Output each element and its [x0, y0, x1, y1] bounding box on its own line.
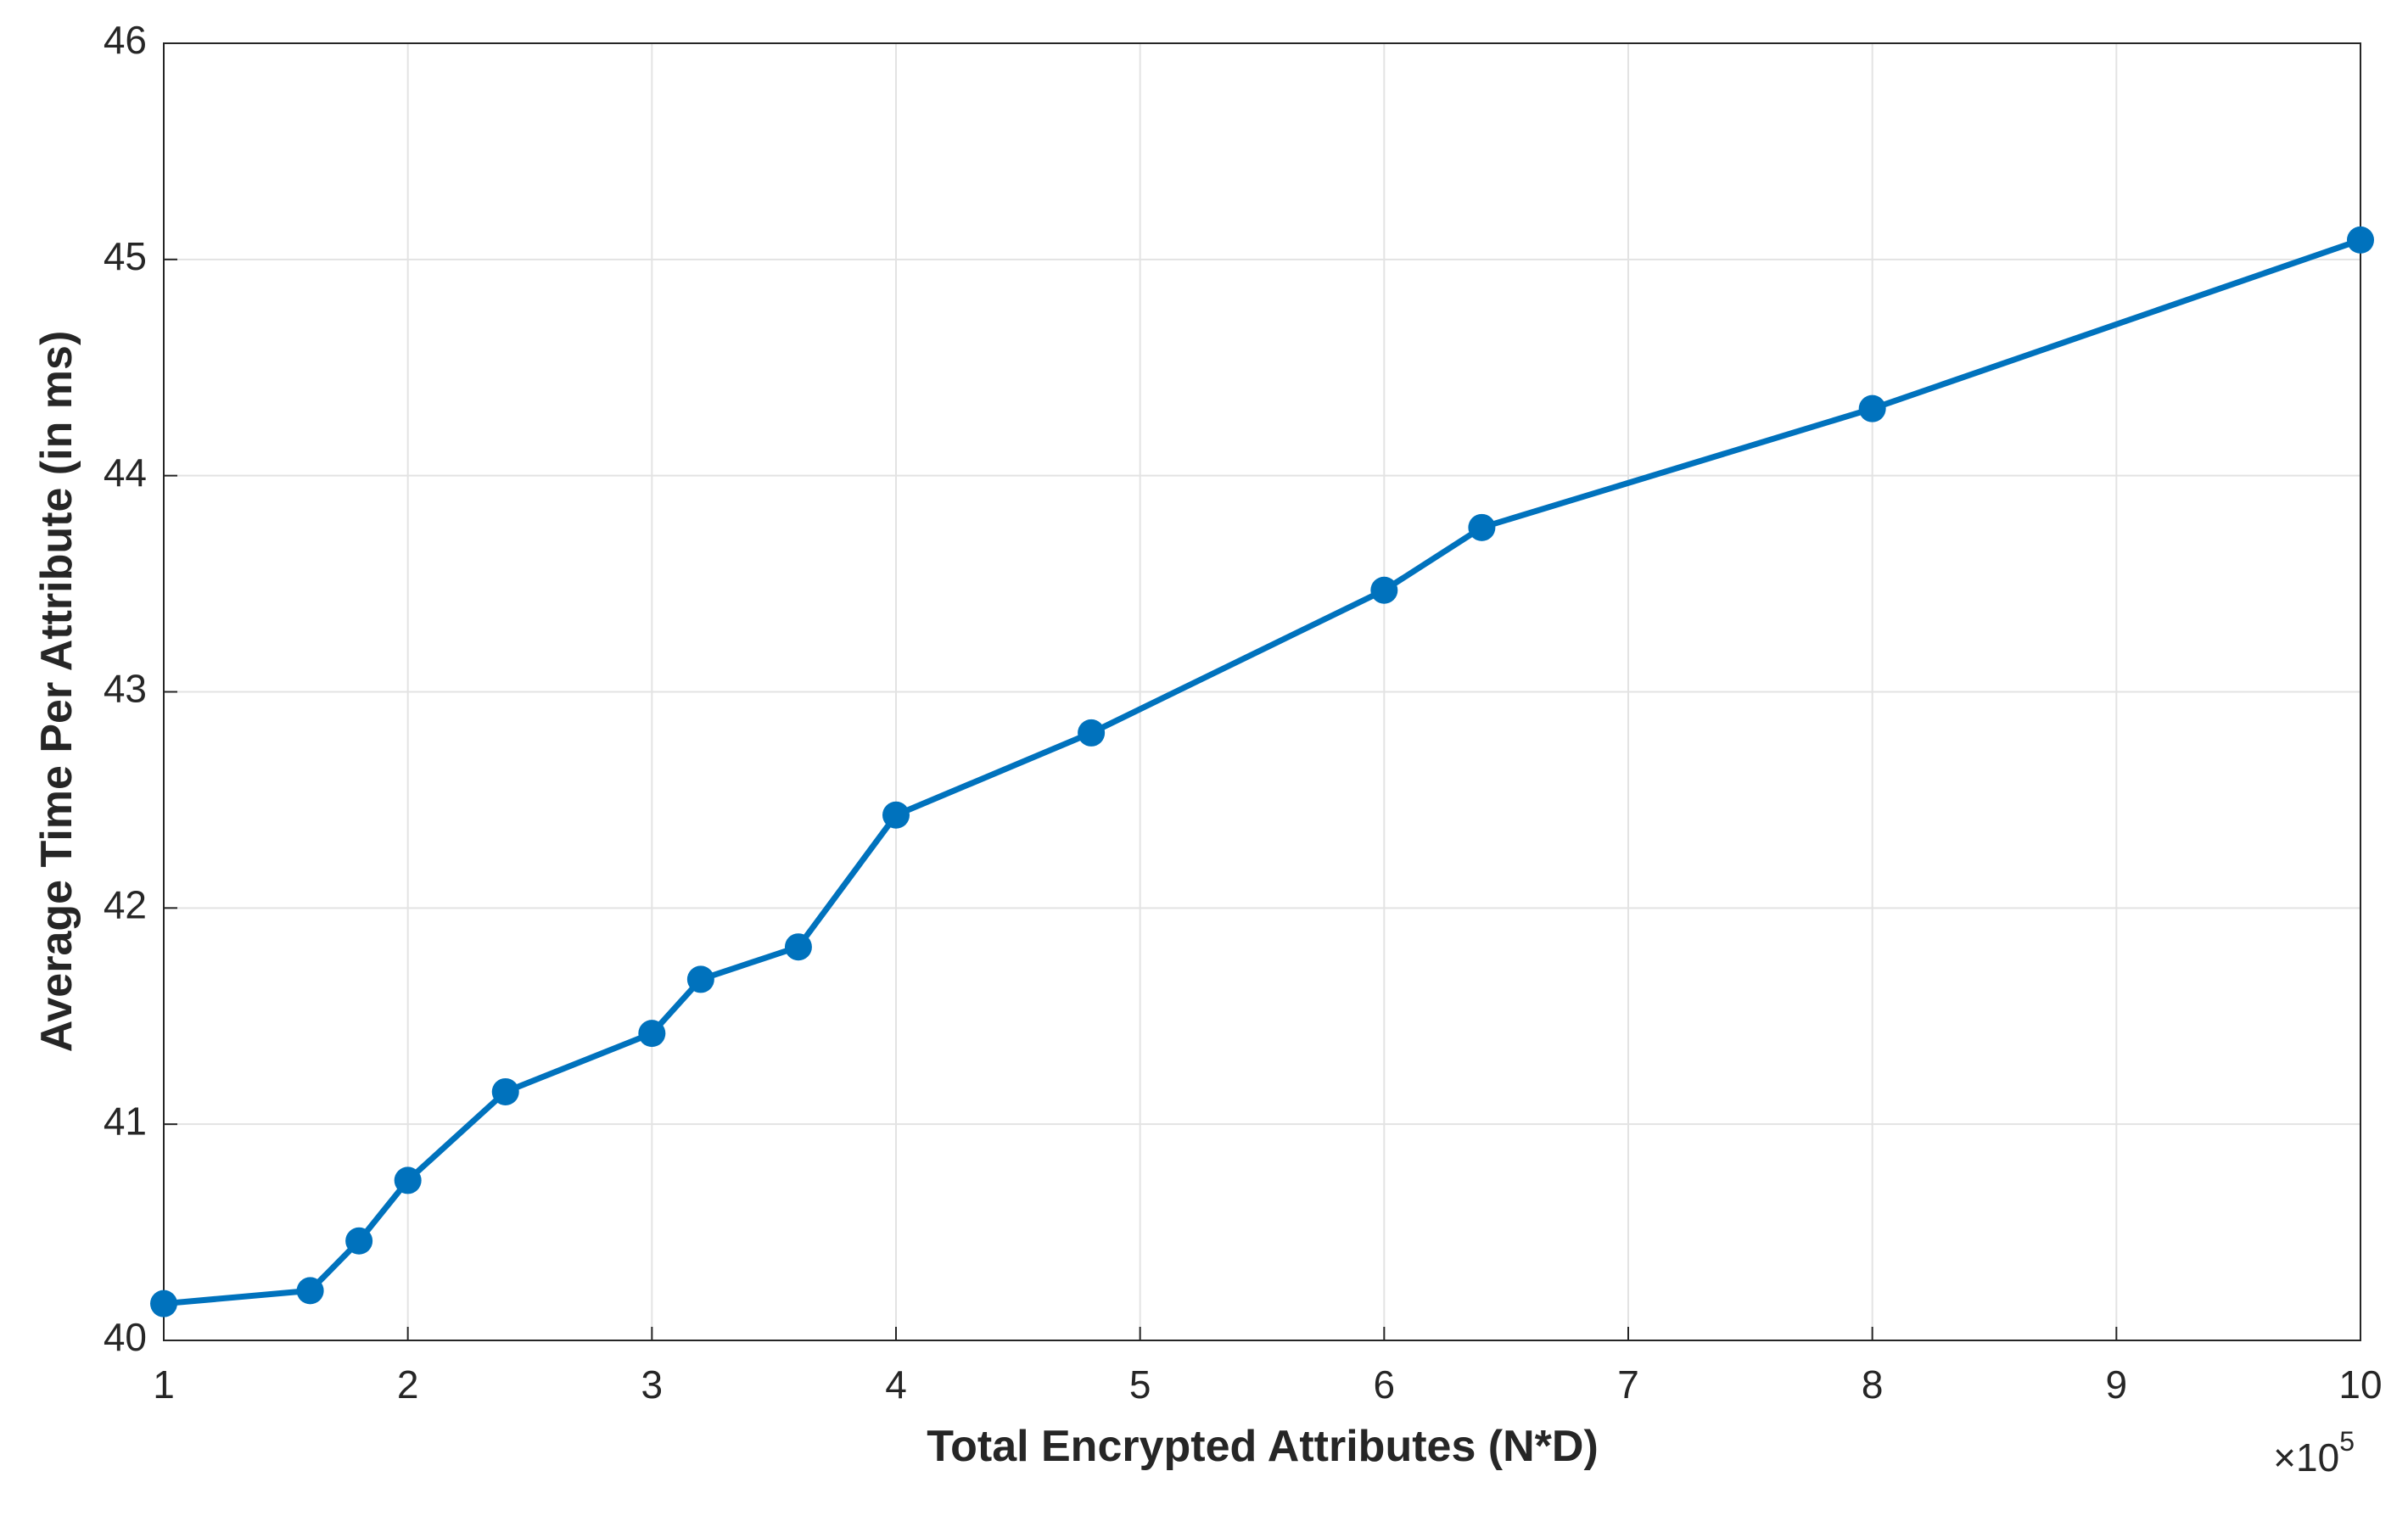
y-tick-label: 42 [104, 882, 147, 926]
plot-frame [163, 42, 2361, 1341]
x-tick-label: 8 [1862, 1362, 1884, 1407]
y-tick-label: 44 [104, 450, 147, 495]
data-point [2347, 226, 2374, 254]
x-tick-label: 10 [2338, 1362, 2382, 1407]
x-tick-label: 2 [397, 1362, 419, 1407]
data-point [345, 1227, 373, 1255]
data-point [882, 801, 910, 829]
y-axis-label: Average Time Per Attribute (in ms) [32, 331, 81, 1053]
data-point [491, 1077, 519, 1105]
data-point [296, 1277, 324, 1305]
x-tick-label: 1 [153, 1362, 175, 1407]
data-point [686, 965, 714, 993]
x-tick-label: 6 [1374, 1362, 1396, 1407]
data-point [1078, 719, 1106, 747]
data-point [1370, 576, 1398, 604]
y-tick-label: 40 [104, 1315, 147, 1359]
y-tick-label: 41 [104, 1099, 147, 1143]
x-multiplier: ×105 [2273, 1426, 2355, 1480]
data-point [394, 1166, 422, 1194]
y-tick-label: 43 [104, 667, 147, 711]
data-point [784, 933, 812, 961]
x-multiplier-base: ×10 [2273, 1435, 2339, 1480]
data-point [1468, 513, 1496, 541]
x-tick-label: 4 [885, 1362, 907, 1407]
x-tick-label: 5 [1129, 1362, 1151, 1407]
y-tick-label: 45 [104, 234, 147, 278]
data-point [1858, 394, 1886, 422]
y-tick-label: 46 [104, 18, 147, 62]
x-tick-label: 3 [641, 1362, 664, 1407]
x-tick-label: 7 [1617, 1362, 1639, 1407]
data-point [638, 1020, 666, 1048]
x-tick-label: 9 [2106, 1362, 2128, 1407]
x-multiplier-exponent: 5 [2339, 1426, 2355, 1457]
x-axis-label: Total Encrypted Attributes (N*D) [927, 1422, 1599, 1471]
data-point [150, 1289, 177, 1317]
